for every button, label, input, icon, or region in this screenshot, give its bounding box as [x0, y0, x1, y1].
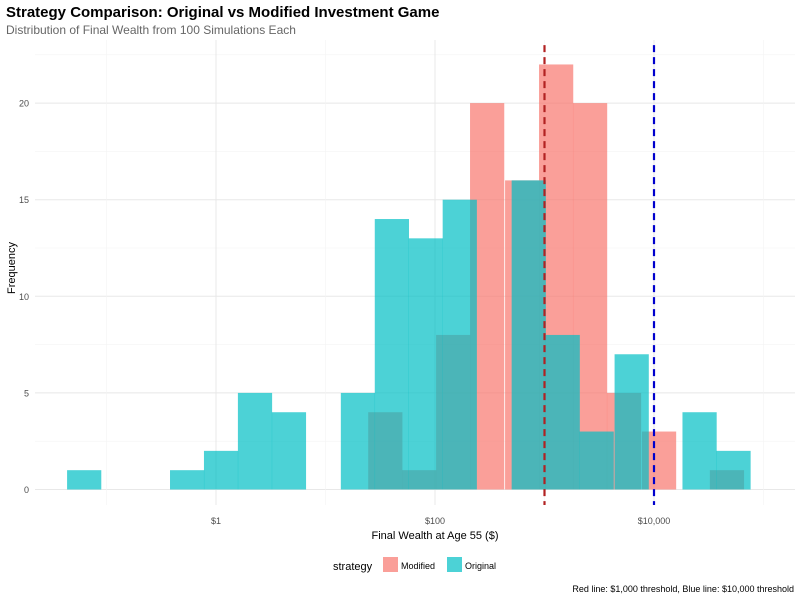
chart-subtitle: Distribution of Final Wealth from 100 Si…	[6, 23, 296, 37]
bar-original	[67, 470, 102, 490]
bar-original	[716, 450, 751, 490]
bar-original	[271, 412, 307, 490]
bar-original	[579, 431, 614, 490]
x-axis-ticks: $1 $100 $10,000	[211, 516, 670, 526]
y-axis-ticks: 0 5 10 15 20	[19, 99, 29, 495]
chart-title: Strategy Comparison: Original vs Modifie…	[6, 4, 440, 21]
legend-title: strategy	[333, 561, 373, 573]
bar-original	[237, 392, 273, 490]
y-tick-label: 15	[19, 195, 29, 205]
chart-caption: Red line: $1,000 threshold, Blue line: $…	[572, 584, 794, 594]
reference-lines	[543, 45, 656, 505]
bar-original	[340, 392, 376, 490]
bar-original	[511, 180, 546, 490]
x-axis-label: Final Wealth at Age 55 ($)	[372, 530, 499, 542]
bar-original	[614, 354, 649, 490]
bar-original	[442, 199, 477, 490]
legend-key-modified	[383, 557, 398, 572]
legend-label-original: Original	[465, 561, 496, 571]
y-axis-label: Frequency	[6, 242, 18, 294]
x-tick-label: $1	[211, 516, 221, 526]
x-tick-label: $10,000	[638, 516, 671, 526]
legend: strategy Modified Original	[333, 557, 496, 573]
y-tick-label: 10	[19, 292, 29, 302]
y-tick-label: 0	[24, 485, 29, 495]
bar-original	[545, 334, 580, 490]
y-tick-label: 20	[19, 99, 29, 109]
bar-original	[170, 470, 205, 490]
bar-original	[682, 412, 717, 490]
legend-key-original	[447, 557, 462, 572]
y-tick-label: 5	[24, 388, 29, 398]
bar-original	[203, 450, 239, 490]
bar-original	[408, 238, 443, 490]
x-tick-label: $100	[425, 516, 445, 526]
bars	[67, 64, 751, 490]
bar-original	[374, 219, 409, 490]
legend-label-modified: Modified	[401, 561, 435, 571]
